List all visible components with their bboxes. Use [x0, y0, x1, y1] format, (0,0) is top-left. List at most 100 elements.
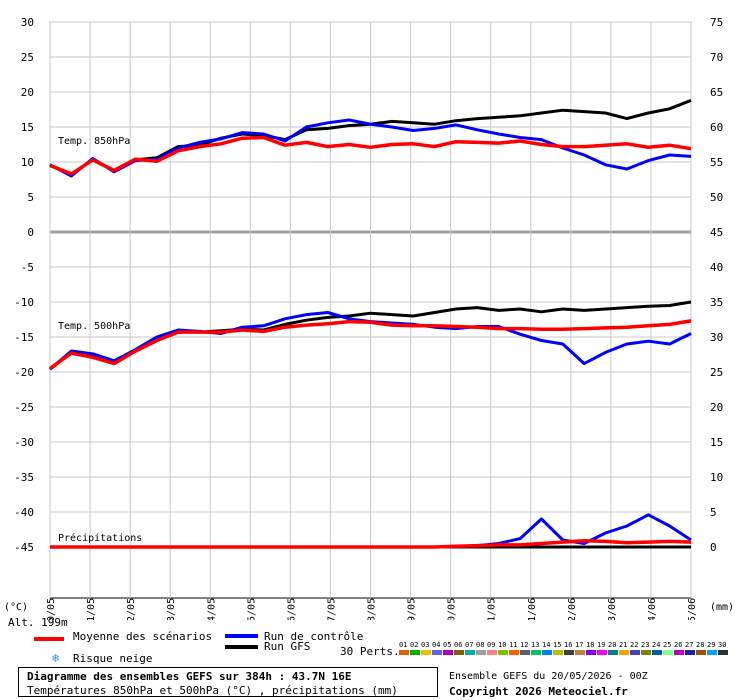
right-tick-label: 70: [710, 51, 723, 64]
pert-id-label: 01: [399, 641, 408, 649]
chart-title: Diagramme des ensembles GEFS sur 384h : …: [27, 670, 352, 683]
left-tick-label: 30: [21, 16, 34, 29]
footer-title-box: Diagramme des ensembles GEFS sur 384h : …: [18, 667, 438, 697]
left-tick-label: -35: [14, 471, 34, 484]
pert-color-swatch: [498, 650, 508, 655]
right-tick-label: 20: [710, 401, 723, 414]
pert-id-label: 05: [443, 641, 452, 649]
mean-legend-label: Moyenne des scénarios: [73, 630, 213, 643]
pert-id-label: 23: [641, 641, 650, 649]
pert-id-label: 30: [718, 641, 727, 649]
pert-color-swatch: [685, 650, 695, 655]
left-tick-label: -5: [21, 261, 34, 274]
left-tick-label: -25: [14, 401, 34, 414]
pert-color-swatch: [608, 650, 618, 655]
pert-id-label: 15: [553, 641, 562, 649]
pert-id-label: 08: [476, 641, 485, 649]
gfs-swatch: [225, 645, 258, 649]
left-tick-label: 10: [21, 156, 34, 169]
mean-precip-line: [50, 538, 692, 549]
pert-id-label: 03: [421, 641, 430, 649]
left-tick-label: 25: [21, 51, 34, 64]
pert-color-swatch: [696, 650, 706, 655]
pert-id-label: 16: [564, 641, 573, 649]
pert-color-swatch: [597, 650, 607, 655]
pert-color-swatch: [465, 650, 475, 655]
pert-id-label: 20: [608, 641, 617, 649]
date-tick-label: 30/05: [447, 598, 458, 620]
pert-color-swatch: [454, 650, 464, 655]
date-tick-label: 29/05: [407, 598, 418, 620]
date-tick-label: 27/05: [326, 598, 337, 620]
right-tick-label: 55: [710, 156, 723, 169]
left-unit-label: (°C): [4, 602, 28, 613]
pert-color-swatch: [509, 650, 519, 655]
right-tick-label: 10: [710, 471, 723, 484]
date-tick-label: 22/05: [126, 598, 137, 620]
pert-color-swatch: [575, 650, 585, 655]
left-tick-label: -30: [14, 436, 34, 449]
legend: Alt. 199m Moyenne des scénarios Run de c…: [0, 616, 740, 700]
pert-color-swatch: [652, 650, 662, 655]
pert-color-swatch: [487, 650, 497, 655]
mean-t850-line: [49, 135, 692, 176]
pert-color-swatch: [531, 650, 541, 655]
pert-id-label: 13: [531, 641, 540, 649]
ensemble-chart: 302520151050-5-10-15-20-25-30-35-40-4575…: [4, 16, 734, 620]
panel-label-precip: Précipitations: [58, 532, 142, 544]
right-tick-label: 65: [710, 86, 723, 99]
control-swatch: [225, 634, 258, 638]
pert-color-swatch: [520, 650, 530, 655]
pert-id-label: 14: [542, 641, 551, 649]
pert-id-label: 27: [685, 641, 694, 649]
pert-id-label: 21: [619, 641, 628, 649]
pert-color-swatch: [432, 650, 442, 655]
date-tick-label: 28/05: [367, 598, 378, 620]
date-tick-label: 02/06: [567, 598, 578, 620]
snowflake-icon: ❄: [52, 651, 60, 665]
chart-subtitle: Températures 850hPa et 500hPa (°C) , pré…: [27, 684, 398, 697]
pert-color-swatch: [707, 650, 717, 655]
date-tick-label: 21/05: [86, 598, 97, 620]
date-tick-label: 04/06: [647, 598, 658, 620]
snow-legend-label: Risque neige: [73, 652, 153, 665]
right-unit-label: (mm): [710, 602, 734, 613]
panel-label-t500: Temp. 500hPa: [58, 321, 130, 332]
left-tick-label: -15: [14, 331, 34, 344]
altitude-label: Alt. 199m: [8, 616, 68, 629]
pert-id-label: 06: [454, 641, 463, 649]
right-tick-label: 60: [710, 121, 723, 134]
pert-color-swatch: [564, 650, 574, 655]
pert-id-label: 11: [509, 641, 518, 649]
pert-id-label: 28: [696, 641, 705, 649]
perts-label: 30 Perts.: [340, 645, 400, 658]
right-tick-label: 25: [710, 366, 723, 379]
right-tick-label: 5: [710, 506, 717, 519]
pert-id-label: 12: [520, 641, 529, 649]
left-tick-label: 20: [21, 86, 34, 99]
copyright-label: Copyright 2026 Meteociel.fr: [449, 685, 628, 698]
pert-id-label: 22: [630, 641, 639, 649]
right-tick-label: 15: [710, 436, 723, 449]
pert-color-swatch: [718, 650, 728, 655]
left-tick-label: -20: [14, 366, 34, 379]
date-tick-label: 20/05: [46, 598, 57, 620]
pert-id-label: 02: [410, 641, 419, 649]
pert-color-swatch: [553, 650, 563, 655]
pert-color-swatch: [399, 650, 409, 655]
left-tick-label: 15: [21, 121, 34, 134]
date-tick-label: 03/06: [607, 598, 618, 620]
pert-color-swatch: [630, 650, 640, 655]
pert-color-swatch: [410, 650, 420, 655]
pert-id-label: 09: [487, 641, 496, 649]
left-tick-label: -40: [14, 506, 34, 519]
date-tick-label: 26/05: [286, 598, 297, 620]
date-tick-label: 24/05: [206, 598, 217, 620]
pert-color-swatch: [421, 650, 431, 655]
gfs-legend-label: Run GFS: [264, 640, 311, 653]
date-tick-label: 01/06: [527, 598, 538, 620]
date-tick-label: 31/05: [487, 598, 498, 620]
left-tick-label: 0: [27, 226, 34, 239]
pert-color-swatch: [619, 650, 629, 655]
mean-t500-line: [48, 319, 692, 370]
